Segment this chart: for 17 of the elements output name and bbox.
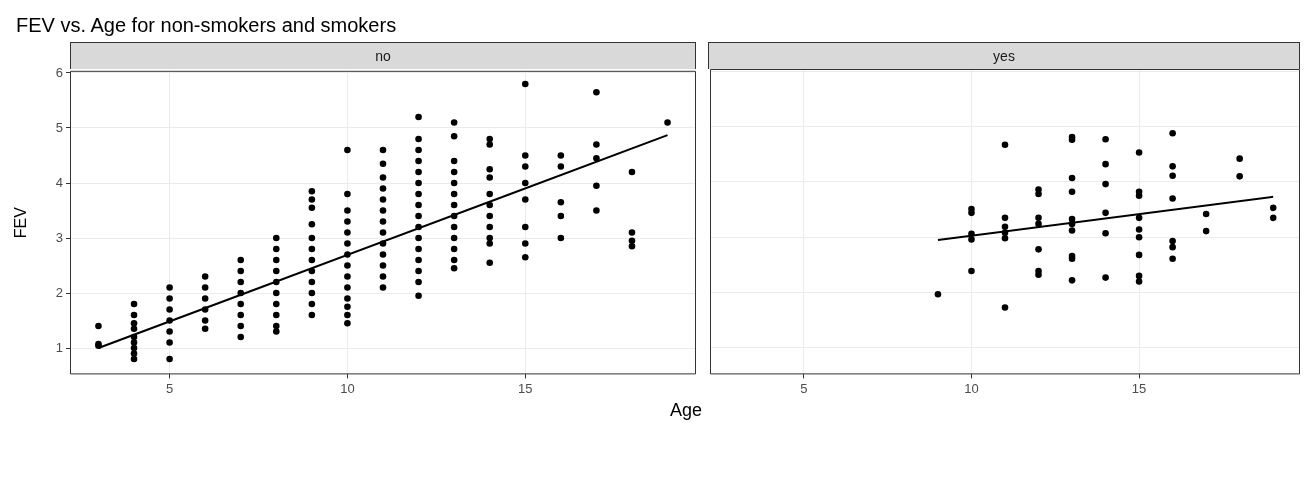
- x-tick-label: 5: [165, 380, 174, 396]
- y-tick-label: 1: [55, 339, 63, 355]
- chart-title: FEV vs. Age for non-smokers and smokers: [16, 13, 398, 38]
- y-tick-label: 3: [55, 229, 63, 245]
- x-tick-label: 15: [518, 380, 533, 396]
- y-axis-title: FEV: [12, 206, 30, 239]
- y-tick-label: 6: [55, 64, 63, 80]
- chart-subtitle: yes: [708, 42, 1300, 69]
- x-tick-label: 10: [340, 380, 355, 396]
- y-tick-label: 2: [55, 284, 63, 300]
- y-tick-label: 5: [55, 119, 63, 135]
- x-tick-label: 5: [800, 380, 808, 396]
- x-axis-title: Age: [669, 400, 703, 421]
- x-tick-label: 15: [1131, 380, 1147, 396]
- y-tick-label: 4: [55, 174, 63, 190]
- chart-subtitle: no: [70, 42, 696, 69]
- x-tick-label: 10: [964, 380, 979, 396]
